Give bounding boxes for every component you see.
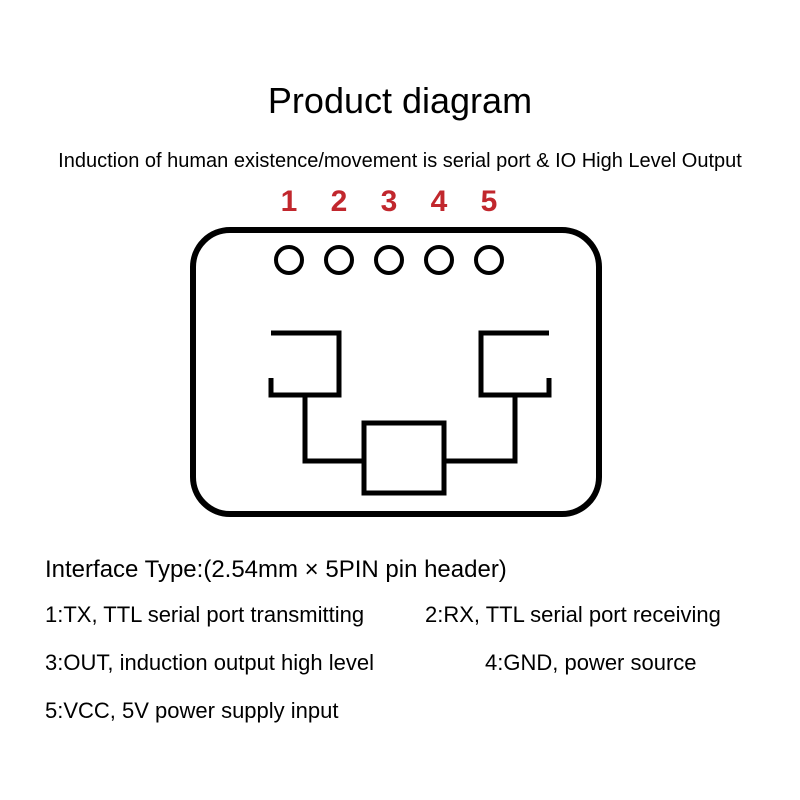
center-chip-icon [364,423,444,493]
left-trace [305,395,364,461]
interface-type-line: Interface Type:(2.54mm × 5PIN pin header… [45,556,507,584]
board-outline [190,227,602,517]
pin-number-row: 1 2 3 4 5 [279,185,499,219]
pin-desc-4: 4:GND, power source [485,650,697,676]
subtitle: Induction of human existence/movement is… [0,150,800,173]
pin-label-2: 2 [329,185,349,219]
pin-desc-row-2: 3:OUT, induction output high level 4:GND… [45,650,765,676]
pin-desc-1: 1:TX, TTL serial port transmitting [45,602,364,628]
right-antenna-icon [481,333,549,395]
pin-desc-row-1: 1:TX, TTL serial port transmitting 2:RX,… [45,602,765,628]
right-trace [444,395,515,461]
product-diagram: 1 2 3 4 5 [185,185,615,545]
pin-desc-row-3: 5:VCC, 5V power supply input [45,698,765,724]
pin-label-5: 5 [479,185,499,219]
page-title: Product diagram [0,80,800,122]
pin-desc-2: 2:RX, TTL serial port receiving [425,602,721,628]
pin-label-1: 1 [279,185,299,219]
component-traces [196,233,608,523]
left-antenna-icon [271,333,339,395]
pin-desc-5: 5:VCC, 5V power supply input [45,698,339,724]
pin-desc-3: 3:OUT, induction output high level [45,650,374,676]
pin-label-3: 3 [379,185,399,219]
pin-label-4: 4 [429,185,449,219]
